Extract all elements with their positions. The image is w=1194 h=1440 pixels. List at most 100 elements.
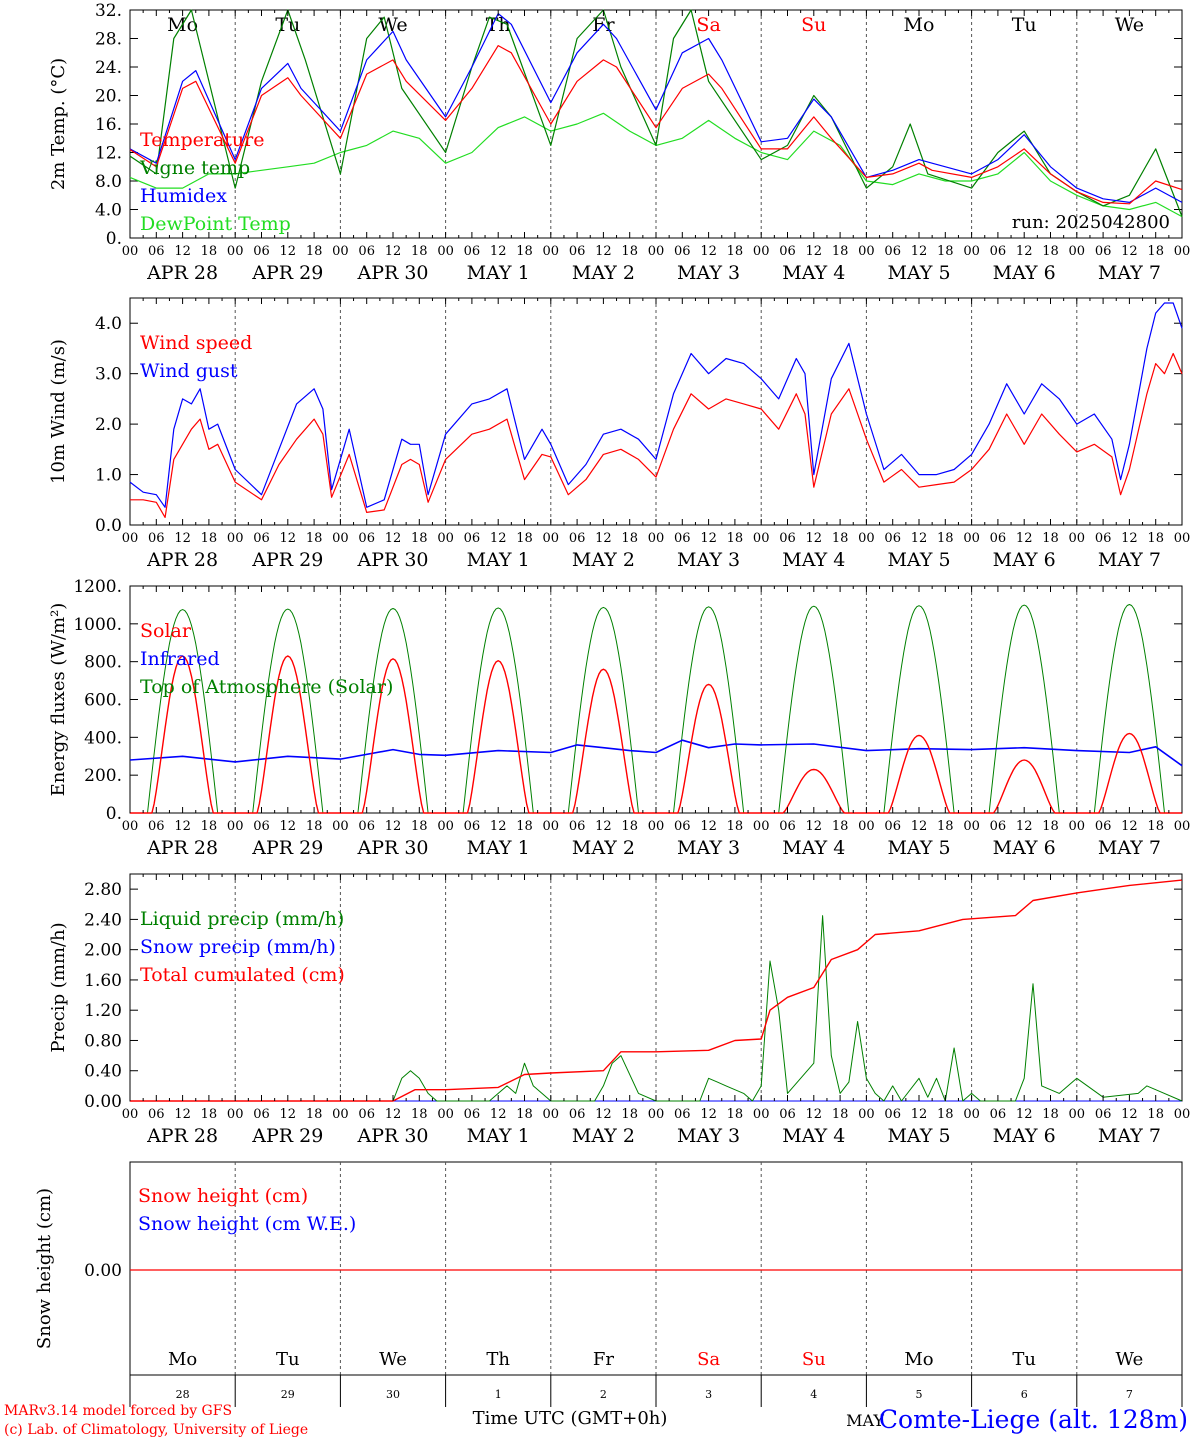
- hour-tick-label: 00: [753, 531, 770, 546]
- hour-tick-label: 12: [1016, 819, 1033, 834]
- y-tick-label: 2.40: [84, 910, 122, 930]
- hour-tick-label: 12: [1121, 531, 1138, 546]
- date-label: MAY 5: [887, 549, 950, 571]
- hour-tick-label: 06: [884, 1107, 901, 1122]
- hour-tick-label: 18: [727, 244, 744, 259]
- hour-tick-label: 18: [832, 531, 849, 546]
- date-label: MAY 6: [993, 837, 1056, 859]
- panel-temperature: 0. 4.0 8.0 12. 16. 20. 24. 28. 32. 2m Temp. (°C) M…: [48, 1, 1190, 284]
- hour-tick-label: 18: [306, 819, 323, 834]
- hour-tick-label: 00: [648, 819, 665, 834]
- date-label: APR 29: [251, 1125, 323, 1147]
- hour-tick-label: 18: [411, 819, 428, 834]
- day-number-label: 28: [176, 1388, 190, 1401]
- hour-tick-label: 12: [595, 244, 612, 259]
- hour-tick-label: 12: [174, 244, 191, 259]
- y-axis-label: Energy fluxes (W/m²): [48, 603, 69, 797]
- hour-tick-label: 00: [753, 244, 770, 259]
- hour-tick-label: 18: [201, 1107, 218, 1122]
- day-number-label: 7: [1126, 1388, 1133, 1401]
- hour-tick-label: 12: [1016, 244, 1033, 259]
- y-tick-label: 200.: [84, 766, 122, 786]
- date-label: MAY 1: [467, 837, 530, 859]
- hour-tick-label: 06: [569, 244, 586, 259]
- date-label: APR 30: [356, 837, 428, 859]
- hour-tick-label: 12: [1121, 244, 1138, 259]
- hour-tick-label: 18: [306, 1107, 323, 1122]
- hour-tick-label: 06: [779, 531, 796, 546]
- day-number-label: 1: [495, 1388, 502, 1401]
- series-line-humidex: [129, 13, 1183, 203]
- y-tick-label: 28.: [95, 30, 122, 50]
- hour-tick-label: 00: [858, 819, 875, 834]
- hour-tick-label: 18: [306, 244, 323, 259]
- hour-tick-label: 12: [280, 819, 297, 834]
- date-label: MAY 4: [782, 549, 845, 571]
- y-tick-label: 1.20: [84, 1001, 122, 1021]
- day-name-label: We: [1115, 14, 1144, 36]
- hour-tick-label: 12: [700, 531, 717, 546]
- legend-entry: Total cumulated (cm): [140, 964, 345, 986]
- hour-tick-label: 12: [490, 819, 507, 834]
- hour-tick-label: 06: [253, 244, 270, 259]
- hour-tick-label: 12: [385, 244, 402, 259]
- day-name-label: Su: [802, 1349, 826, 1370]
- hour-tick-label: 00: [437, 531, 454, 546]
- legend-entry: Snow height (cm): [138, 1185, 308, 1207]
- hour-tick-label: 18: [411, 1107, 428, 1122]
- hour-tick-label: 06: [358, 1107, 375, 1122]
- hour-tick-label: 18: [201, 819, 218, 834]
- series-line-wind-speed: [130, 352, 1183, 519]
- hour-tick-label: 18: [937, 531, 954, 546]
- hour-tick-label: 06: [464, 1107, 481, 1122]
- series-line-temperature: [129, 44, 1183, 205]
- hour-tick-label: 12: [280, 1107, 297, 1122]
- y-tick-label: 0.00: [84, 1092, 122, 1112]
- hour-tick-label: 00: [963, 819, 980, 834]
- y-tick-label: 0.: [106, 804, 122, 824]
- day-name-label: Tu: [275, 14, 300, 36]
- hour-tick-label: 12: [700, 819, 717, 834]
- series-line-vigne-temp: [129, 9, 1183, 217]
- y-tick-label: 4.0: [95, 201, 122, 221]
- hour-tick-label: 00: [122, 244, 139, 259]
- hour-tick-label: 00: [227, 1107, 244, 1122]
- hour-tick-label: 00: [543, 244, 560, 259]
- hour-tick-label: 06: [884, 819, 901, 834]
- day-name-label: Mo: [904, 14, 935, 36]
- hour-tick-label: 12: [911, 1107, 928, 1122]
- footer: MARv3.14 model forced by GFS (c) Lab. of …: [4, 1403, 1188, 1438]
- day-name-label: We: [378, 14, 407, 36]
- hour-tick-label: 12: [806, 531, 823, 546]
- date-label: APR 29: [251, 549, 323, 571]
- hour-tick-label: 12: [490, 531, 507, 546]
- legend-entry: Solar: [140, 620, 192, 642]
- hour-tick-label: 18: [1147, 244, 1164, 259]
- date-label: APR 28: [146, 1125, 218, 1147]
- date-label: MAY 5: [887, 837, 950, 859]
- hour-tick-label: 12: [280, 244, 297, 259]
- hour-tick-label: 00: [963, 1107, 980, 1122]
- y-axis-label: 2m Temp. (°C): [48, 58, 69, 190]
- day-name-label: Tu: [276, 1349, 300, 1370]
- legend-entry: DewPoint Temp: [140, 213, 291, 235]
- hour-tick-label: 00: [1174, 531, 1191, 546]
- date-label: MAY 2: [572, 262, 635, 284]
- date-label: MAY 2: [572, 549, 635, 571]
- date-label: MAY 4: [782, 1125, 845, 1147]
- hour-tick-label: 12: [700, 244, 717, 259]
- hour-tick-label: 18: [306, 531, 323, 546]
- hour-tick-label: 12: [490, 244, 507, 259]
- series-line-total-cumulated: [130, 879, 1183, 1102]
- hour-tick-label: 06: [569, 819, 586, 834]
- date-label: MAY 4: [782, 262, 845, 284]
- hour-tick-label: 06: [358, 531, 375, 546]
- hour-tick-label: 18: [621, 244, 638, 259]
- hour-tick-label: 12: [595, 531, 612, 546]
- hour-tick-label: 00: [227, 531, 244, 546]
- hour-tick-label: 18: [1147, 1107, 1164, 1122]
- date-label: MAY 7: [1098, 1125, 1161, 1147]
- hour-tick-label: 12: [1121, 819, 1138, 834]
- hour-tick-label: 12: [700, 1107, 717, 1122]
